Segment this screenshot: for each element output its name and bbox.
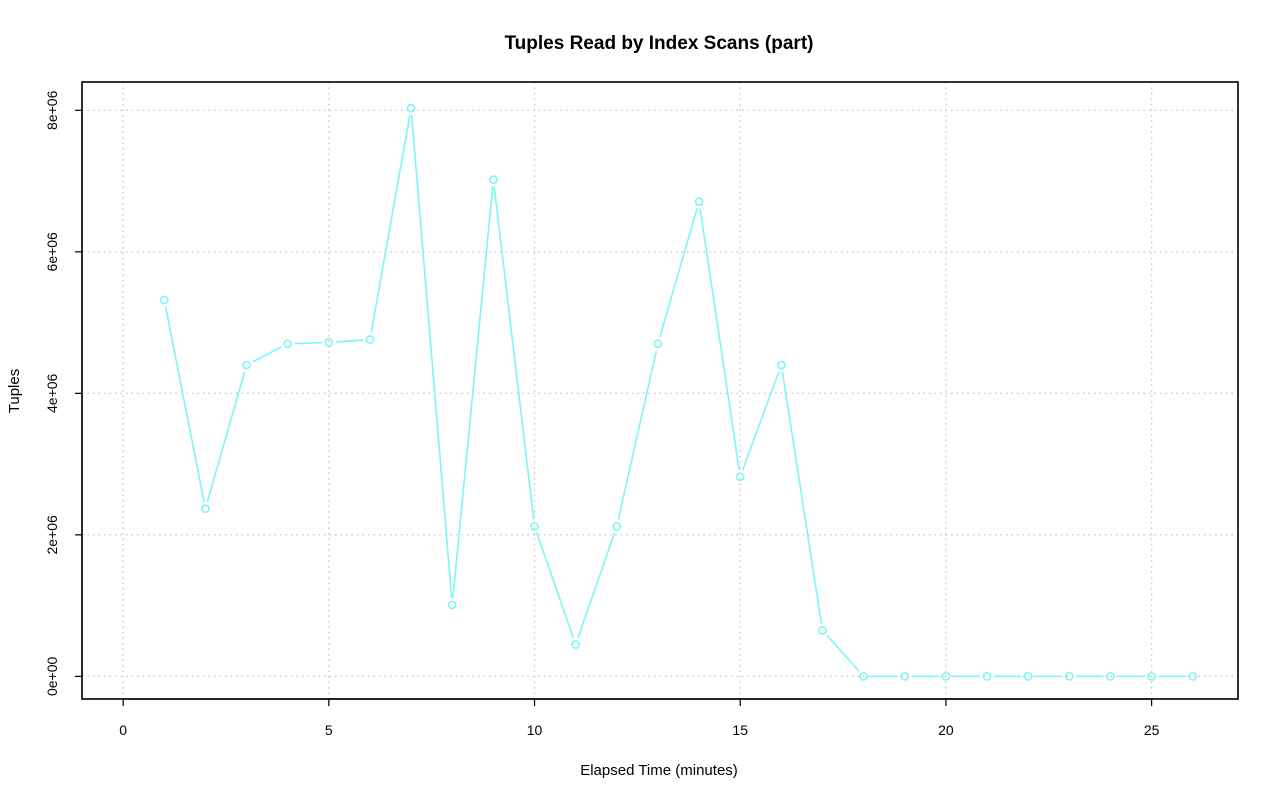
y-tick-label: 4e+06	[44, 373, 60, 413]
data-point	[283, 339, 293, 349]
data-point	[488, 175, 498, 185]
y-tick-label: 0e+00	[44, 656, 60, 696]
series-line-segment	[826, 635, 860, 672]
series-line-segment	[252, 346, 282, 363]
data-point	[818, 625, 827, 635]
data-point	[653, 339, 663, 349]
x-tick-label: 0	[119, 722, 127, 738]
data-point	[735, 472, 745, 482]
series-line-segment	[536, 532, 575, 639]
data-point	[447, 600, 457, 610]
data-point	[900, 671, 910, 681]
x-axis-title: Elapsed Time (minutes)	[580, 762, 738, 779]
x-tick-label: 15	[732, 722, 748, 738]
y-axis: 0e+00 2e+06 4e+06 6e+06 8e+06	[44, 90, 83, 696]
data-point	[982, 671, 992, 681]
data-point	[571, 640, 581, 649]
data-point	[324, 337, 334, 347]
x-tick-label: 20	[938, 722, 954, 738]
y-axis-title: Tuples	[6, 369, 23, 413]
series-line-segment	[206, 371, 246, 503]
y-tick-label: 8e+06	[44, 90, 60, 130]
y-tick-label: 6e+06	[44, 232, 60, 272]
series-line-segment	[294, 341, 322, 345]
data-point	[159, 295, 169, 305]
data-point	[406, 103, 416, 113]
series-line-segment	[493, 186, 535, 520]
data-point	[776, 360, 786, 370]
series-line-segment	[577, 532, 616, 639]
data-point	[859, 671, 869, 681]
series-line-segment	[164, 306, 205, 502]
data-point	[1064, 671, 1074, 681]
grid-lines	[82, 82, 1238, 699]
series-line-segment	[659, 208, 698, 338]
plot-frame	[81, 81, 1239, 700]
x-axis: 0 5 10 15 20 25	[119, 698, 1160, 738]
series-line-segment	[617, 350, 658, 520]
series-line-segment	[410, 115, 453, 598]
data-point	[530, 521, 539, 531]
data-point	[694, 197, 704, 206]
data-point	[1147, 671, 1157, 681]
series-line-segment	[741, 371, 780, 471]
data-point	[612, 521, 622, 531]
data-point	[1188, 671, 1198, 681]
data-point	[242, 360, 251, 370]
data-point	[365, 335, 375, 344]
series-line-segment	[699, 208, 740, 471]
series-line-segment	[370, 114, 411, 333]
x-tick-label: 25	[1144, 722, 1160, 738]
series-line-segment	[335, 339, 364, 343]
x-tick-label: 5	[325, 722, 333, 738]
data-point	[1106, 671, 1115, 681]
y-tick-label: 2e+06	[44, 515, 60, 555]
series-line-segment	[781, 371, 823, 624]
series-line-segment	[452, 186, 494, 599]
data-point	[941, 671, 951, 681]
data-point	[201, 504, 210, 514]
x-tick-label: 10	[527, 722, 543, 738]
data-point	[1023, 671, 1033, 681]
series-layer	[159, 103, 1198, 681]
chart-title: Tuples Read by Index Scans (part)	[504, 33, 813, 54]
